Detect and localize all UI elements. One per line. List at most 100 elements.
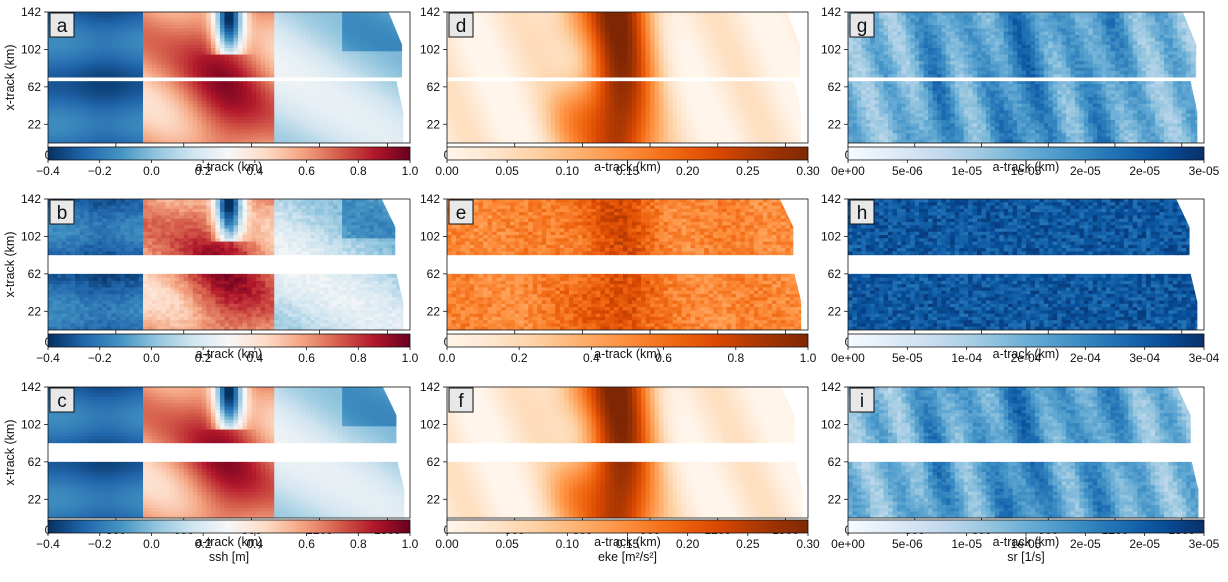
heat-cell [238,316,244,321]
heat-cell [373,106,379,111]
heat-cell [188,100,194,105]
heat-cell [79,74,85,79]
heat-cell [224,307,230,311]
heat-cell [400,70,404,75]
heat-cell [342,103,348,108]
heat-cell [229,202,235,207]
heat-cell [265,70,271,75]
heat-cell [111,136,117,141]
heat-cell [97,129,103,134]
heat-cell [369,21,375,26]
heat-cell [247,116,253,121]
heat-cell [247,93,253,98]
panel-letter-box [49,12,75,38]
heat-cell [328,113,334,118]
heat-cell [170,277,176,282]
heat-cell [75,18,81,23]
heat-cell [256,25,262,29]
heat-cell [287,15,293,20]
heat-cell [156,254,162,259]
heat-cell [192,323,198,328]
heat-cell [133,326,140,330]
heat-cell [192,251,198,256]
heat-cell [52,120,58,124]
heat-cell [133,231,140,236]
heat-cell [229,64,235,69]
heat-cell [52,251,58,256]
heat-cell [102,277,108,282]
heat-cell [124,77,131,82]
heat-cell [247,228,253,233]
heat-cell [215,25,221,29]
heat-cell [197,54,203,59]
heat-cell [219,110,226,115]
heat-cell [396,126,402,131]
heat-cell [102,41,108,46]
heat-cell [93,21,99,26]
heat-cell [328,126,334,131]
heat-cell [165,251,171,256]
heat-cell [115,90,122,95]
heat-cell [188,202,194,207]
heat-cell [197,74,203,79]
heat-cell [351,57,357,62]
heat-cell [170,218,176,223]
heat-cell [333,106,339,111]
heat-cell [296,129,303,134]
heat-cell [57,287,63,292]
heat-cell [183,38,189,43]
heat-cell [143,25,149,29]
heat-cell [224,84,230,88]
heat-cell [48,70,54,75]
heat-cell [296,87,303,92]
heat-cell [183,303,189,308]
heat-cell [170,326,176,330]
heat-cell [396,54,402,59]
heat-cell [373,129,379,134]
heat-cell [373,139,379,143]
heat-cell [79,235,85,239]
heat-cell [75,212,81,216]
heat-cell [57,126,63,131]
heat-cell [84,57,90,62]
heat-cell [269,64,275,69]
heat-cell [210,77,217,82]
heat-cell [242,208,248,213]
heat-cell [106,54,112,59]
heat-cell [233,241,239,246]
heat-cell [337,110,343,115]
heat-cell [206,303,212,308]
heat-cell [292,123,298,128]
heat-cell [165,123,171,128]
heat-cell [102,231,108,236]
heat-cell [138,74,144,79]
heat-cell [287,93,293,98]
heat-cell [165,113,171,118]
heat-cell [215,267,221,272]
heat-cell [319,87,325,92]
heat-cell [129,31,135,36]
heat-cell [387,51,393,56]
heat-cell [170,74,176,79]
heat-cell [215,103,221,108]
heat-cell [61,103,67,108]
heat-cell [174,199,180,203]
heat-cell [314,120,321,124]
heat-cell [48,254,54,259]
heat-cell [351,136,357,141]
heat-cell [229,70,235,75]
heat-cell [287,61,293,66]
heat-cell [192,67,198,72]
heat-cell [337,31,343,36]
heat-cell [138,300,144,305]
heat-cell [161,100,167,105]
heat-cell [120,64,126,69]
heat-cell [242,48,248,52]
heat-cell [342,100,348,105]
heat-cell [305,74,312,79]
heat-cell [115,15,122,20]
heat-cell [57,244,63,249]
heat-cell [197,202,203,207]
heat-cell [165,218,171,223]
heat-cell [355,61,361,66]
